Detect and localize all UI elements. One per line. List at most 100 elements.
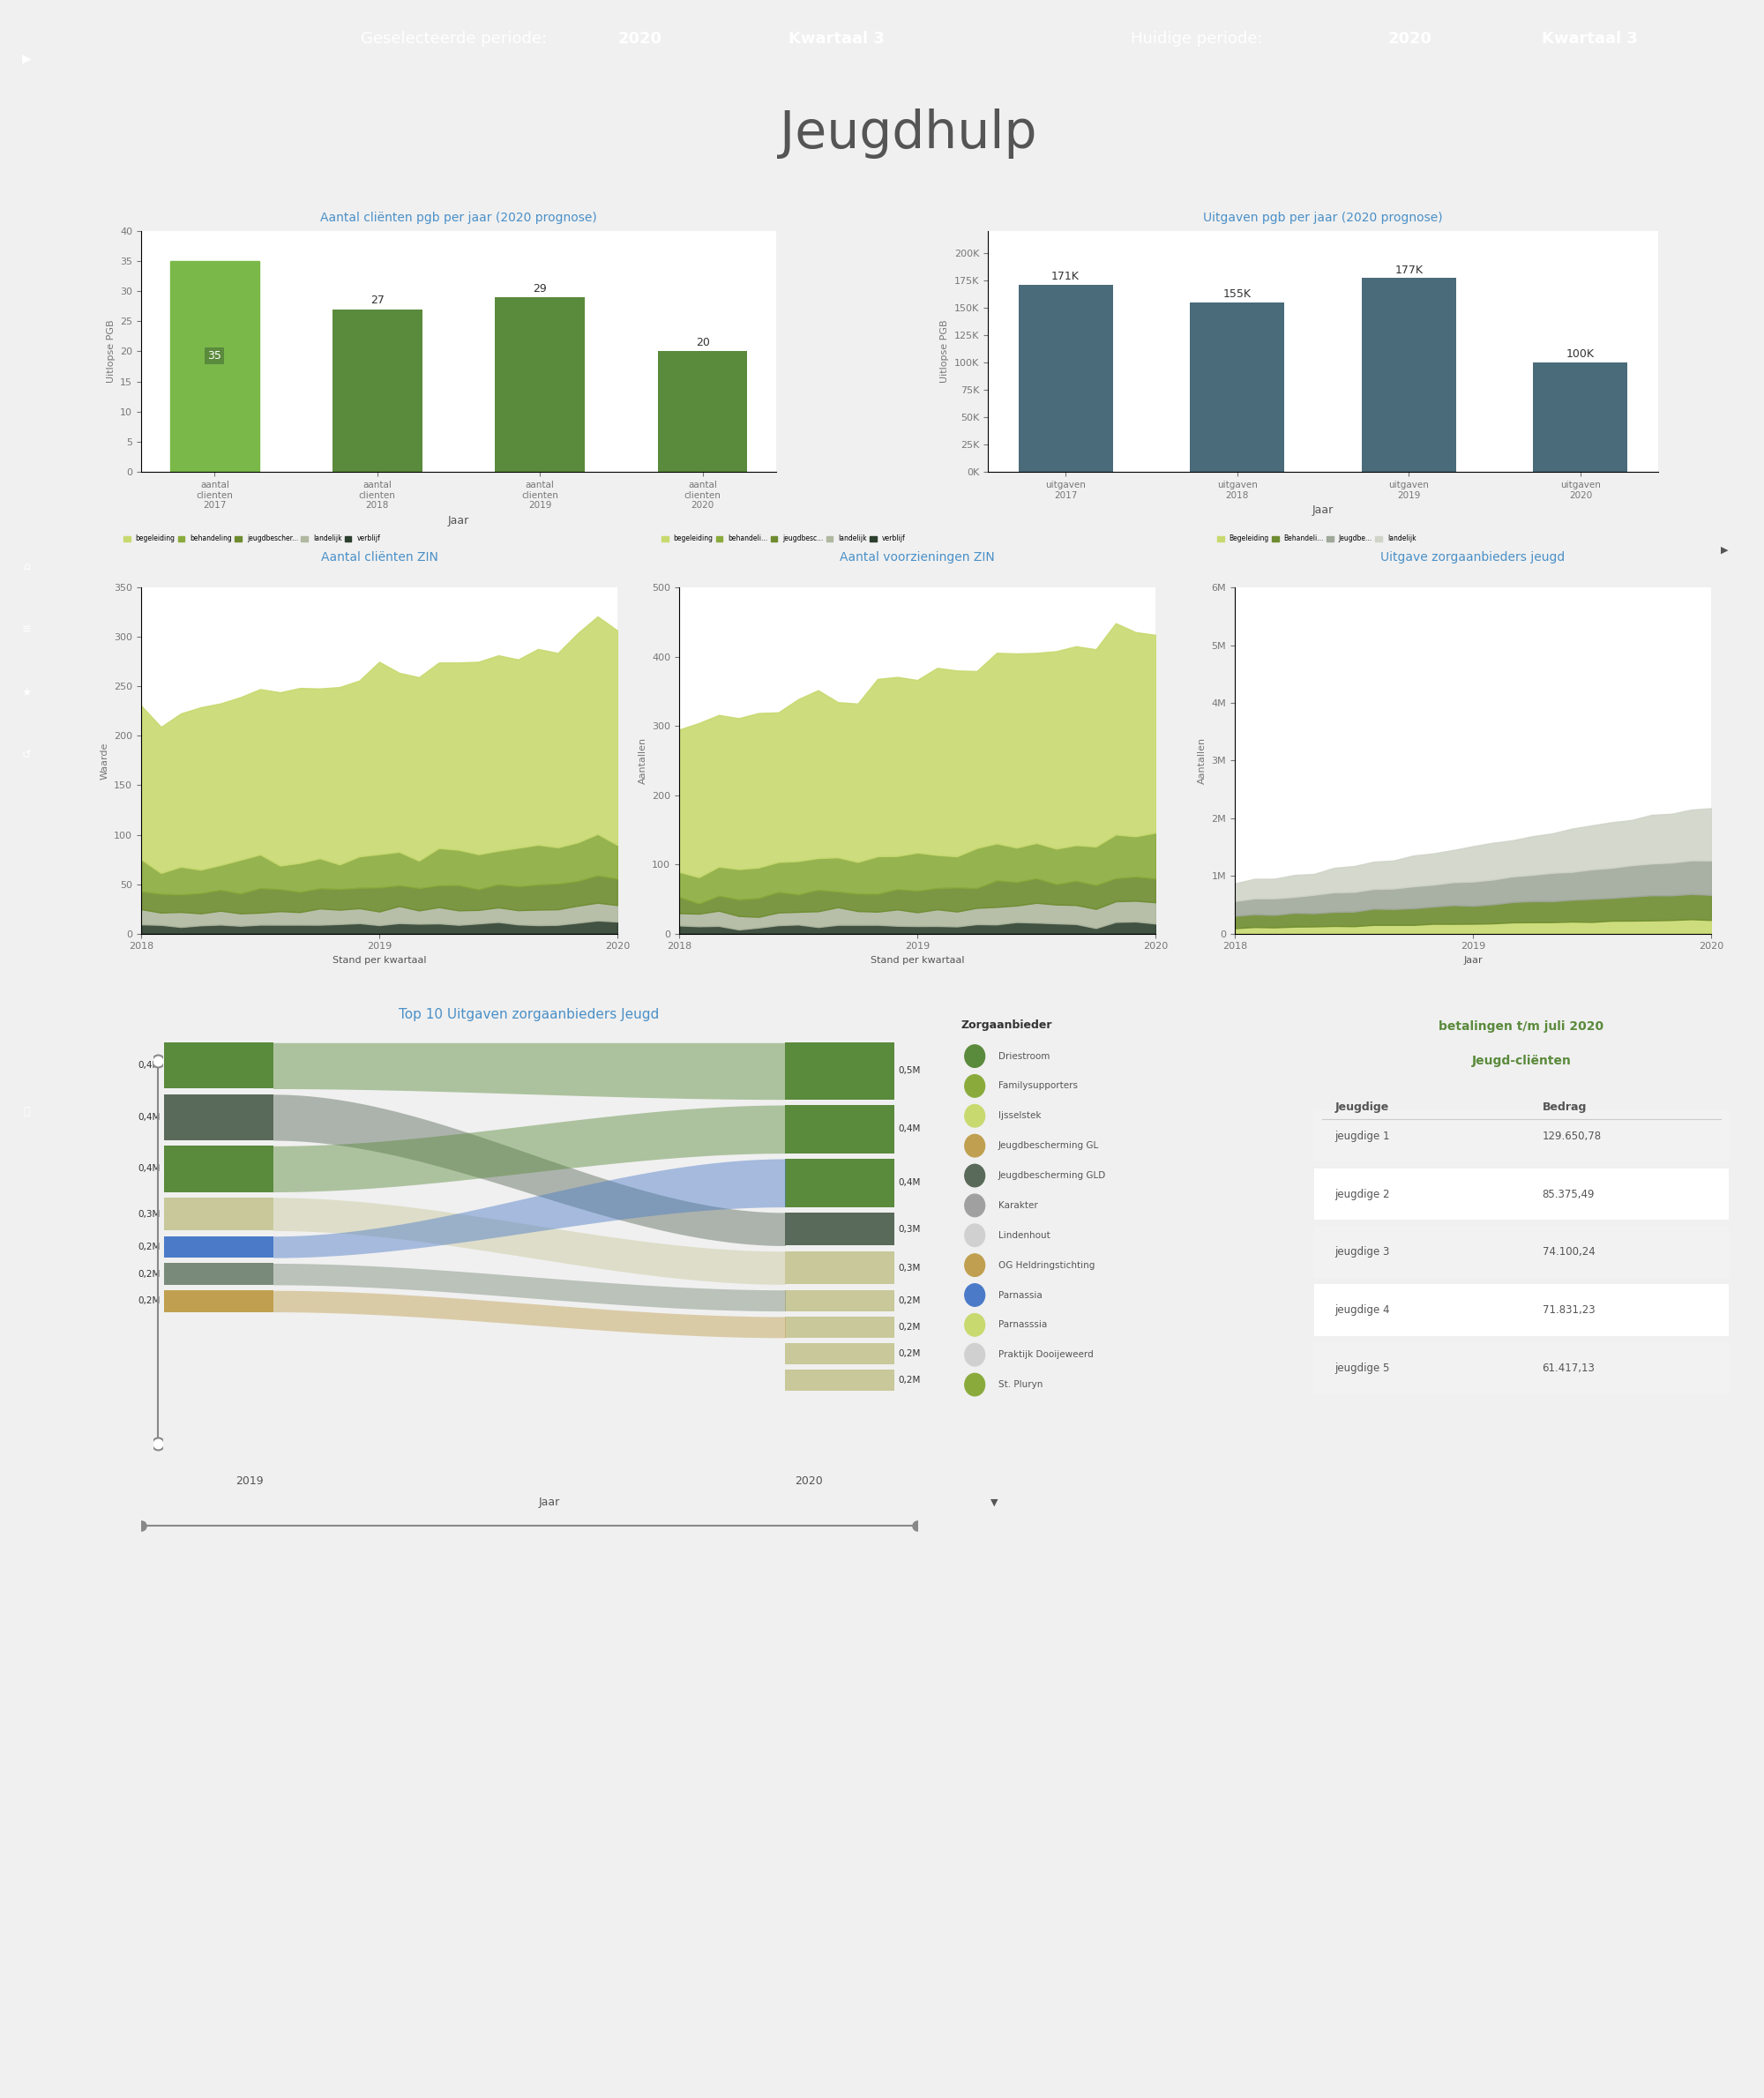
FancyBboxPatch shape: [164, 1198, 273, 1232]
FancyBboxPatch shape: [164, 1290, 273, 1311]
Text: 2020: 2020: [617, 31, 662, 46]
Text: 29: 29: [533, 283, 547, 294]
Text: Geselecteerde periode:: Geselecteerde periode:: [362, 31, 547, 46]
X-axis label: Jaar: Jaar: [1312, 506, 1334, 516]
Text: 0,4M: 0,4M: [898, 1179, 921, 1187]
Bar: [1018, 285, 1113, 472]
Bar: [333, 308, 422, 472]
Bar: [169, 260, 259, 472]
Text: 61.417,13: 61.417,13: [1542, 1362, 1595, 1374]
Text: 171K: 171K: [1051, 271, 1080, 283]
X-axis label: Jaar: Jaar: [448, 514, 469, 527]
Legend: begeleiding, behandeling, jeugdbescher..., landelijk, verblijf: begeleiding, behandeling, jeugdbescher..…: [120, 533, 383, 545]
Text: ★: ★: [21, 686, 32, 699]
Text: 0,2M: 0,2M: [898, 1297, 921, 1305]
Text: 2019: 2019: [236, 1475, 265, 1487]
Text: 0,4M: 0,4M: [138, 1062, 161, 1070]
Ellipse shape: [965, 1135, 984, 1156]
Text: Driestroom: Driestroom: [998, 1051, 1050, 1062]
Text: Jeugdbescherming GL: Jeugdbescherming GL: [998, 1141, 1099, 1150]
Ellipse shape: [965, 1313, 984, 1336]
Text: Zorgaanbieder: Zorgaanbieder: [961, 1020, 1053, 1030]
FancyBboxPatch shape: [785, 1213, 894, 1246]
FancyBboxPatch shape: [785, 1158, 894, 1206]
Text: jeugdige 2: jeugdige 2: [1335, 1187, 1390, 1200]
FancyBboxPatch shape: [785, 1370, 894, 1391]
Text: ≡: ≡: [21, 623, 32, 636]
Ellipse shape: [965, 1074, 984, 1097]
Text: ▶: ▶: [21, 52, 32, 65]
Text: St. Pluryn: St. Pluryn: [998, 1380, 1043, 1389]
Text: Parnasssia: Parnasssia: [998, 1320, 1048, 1330]
Text: ↺: ↺: [21, 749, 32, 762]
Text: Kwartaal 3: Kwartaal 3: [789, 31, 886, 46]
Bar: [1362, 277, 1455, 472]
Text: Jeugdhulp: Jeugdhulp: [780, 109, 1037, 157]
Text: ▼: ▼: [990, 1498, 998, 1506]
Text: 0,3M: 0,3M: [898, 1225, 921, 1234]
Ellipse shape: [965, 1164, 984, 1187]
X-axis label: Stand per kwartaal: Stand per kwartaal: [332, 957, 427, 965]
Bar: [658, 350, 748, 472]
FancyBboxPatch shape: [164, 1095, 273, 1141]
Title: Uitgave zorgaanbieders jeugd: Uitgave zorgaanbieders jeugd: [1381, 552, 1565, 562]
Text: ⌂: ⌂: [23, 560, 30, 573]
Text: 0,2M: 0,2M: [138, 1297, 161, 1305]
Ellipse shape: [965, 1106, 984, 1127]
Text: 0,2M: 0,2M: [898, 1322, 921, 1332]
FancyBboxPatch shape: [1314, 1169, 1729, 1219]
Title: Uitgaven pgb per jaar (2020 prognose): Uitgaven pgb per jaar (2020 prognose): [1203, 212, 1443, 224]
Text: Jaar: Jaar: [538, 1496, 559, 1508]
FancyBboxPatch shape: [785, 1043, 894, 1099]
FancyBboxPatch shape: [164, 1236, 273, 1257]
Ellipse shape: [965, 1255, 984, 1276]
Y-axis label: Aantallen: Aantallen: [639, 736, 647, 785]
Text: 27: 27: [370, 294, 385, 306]
FancyBboxPatch shape: [1314, 1110, 1729, 1162]
Text: Familysupporters: Familysupporters: [998, 1083, 1078, 1091]
Ellipse shape: [965, 1194, 984, 1217]
Text: Kwartaal 3: Kwartaal 3: [1542, 31, 1637, 46]
Text: Jeugdige: Jeugdige: [1335, 1101, 1388, 1114]
Legend: begeleiding, behandeli..., jeugdbesc..., landelijk, verblijf: begeleiding, behandeli..., jeugdbesc...,…: [658, 533, 908, 545]
Text: Parnassia: Parnassia: [998, 1290, 1043, 1299]
Text: 0,4M: 0,4M: [138, 1164, 161, 1173]
Text: jeugdige 1: jeugdige 1: [1335, 1131, 1390, 1141]
Text: 0,5M: 0,5M: [898, 1066, 921, 1076]
Text: betalingen t/m juli 2020: betalingen t/m juli 2020: [1439, 1020, 1603, 1032]
Text: Praktijk Dooijeweerd: Praktijk Dooijeweerd: [998, 1351, 1094, 1360]
Text: Bedrag: Bedrag: [1542, 1101, 1586, 1114]
Text: 0,4M: 0,4M: [898, 1125, 921, 1133]
Title: Aantal voorzieningen ZIN: Aantal voorzieningen ZIN: [840, 552, 995, 562]
Text: 0,4M: 0,4M: [138, 1112, 161, 1122]
X-axis label: Jaar: Jaar: [1464, 957, 1482, 965]
Y-axis label: Uitlopse PGB: Uitlopse PGB: [106, 319, 115, 384]
Text: Ijsselstek: Ijsselstek: [998, 1112, 1041, 1120]
Text: 0,2M: 0,2M: [898, 1349, 921, 1357]
Text: 129.650,78: 129.650,78: [1542, 1131, 1602, 1141]
FancyBboxPatch shape: [785, 1290, 894, 1311]
X-axis label: Stand per kwartaal: Stand per kwartaal: [870, 957, 965, 965]
Text: 177K: 177K: [1395, 264, 1424, 275]
Y-axis label: Aantallen: Aantallen: [1198, 736, 1207, 785]
Text: Jeugd-cliënten: Jeugd-cliënten: [1471, 1055, 1572, 1066]
FancyBboxPatch shape: [785, 1250, 894, 1284]
Title: Aantal cliënten pgb per jaar (2020 prognose): Aantal cliënten pgb per jaar (2020 progn…: [321, 212, 596, 224]
FancyBboxPatch shape: [785, 1343, 894, 1364]
Text: 0,3M: 0,3M: [138, 1211, 161, 1219]
Text: ⓘ: ⓘ: [23, 1106, 30, 1118]
Text: 155K: 155K: [1222, 287, 1251, 300]
Title: Aantal cliënten ZIN: Aantal cliënten ZIN: [321, 552, 437, 562]
Ellipse shape: [965, 1045, 984, 1068]
Ellipse shape: [965, 1223, 984, 1246]
Text: 100K: 100K: [1566, 348, 1595, 361]
Legend: Begeleiding, Behandeli..., Jeugdbe..., landelijk: Begeleiding, Behandeli..., Jeugdbe..., l…: [1214, 533, 1418, 545]
FancyBboxPatch shape: [164, 1263, 273, 1284]
Y-axis label: Uitlopse PGB: Uitlopse PGB: [940, 319, 949, 384]
Text: 0,2M: 0,2M: [898, 1376, 921, 1385]
Text: 2020: 2020: [1388, 31, 1432, 46]
Text: 2020: 2020: [794, 1475, 822, 1487]
Text: 0,2M: 0,2M: [138, 1269, 161, 1278]
Text: 0,3M: 0,3M: [898, 1263, 921, 1271]
Text: Jeugdbescherming GLD: Jeugdbescherming GLD: [998, 1171, 1106, 1179]
